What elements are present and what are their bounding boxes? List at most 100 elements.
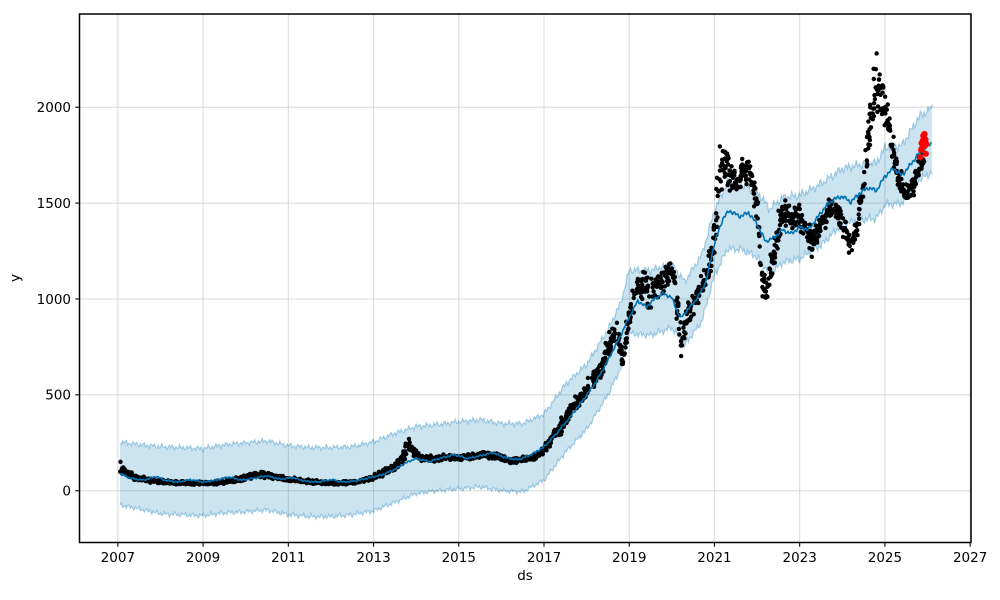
uncertainty-band-lower-edge <box>119 169 933 521</box>
observed-point <box>711 227 716 232</box>
observed-point <box>608 341 613 347</box>
observed-point <box>648 305 654 310</box>
observed-point <box>916 159 921 164</box>
observed-point <box>658 282 663 287</box>
observed-point <box>210 481 215 486</box>
observed-point <box>583 387 588 392</box>
axis-ticks: 2007 2009 2011 2013 2015 2017 2019 2021 2023 2025… <box>37 100 988 566</box>
observed-point <box>898 185 903 190</box>
observed-point <box>651 289 656 294</box>
y-tick-label: 1500 <box>37 196 71 212</box>
y-tick-label: 2000 <box>37 100 71 116</box>
x-tick-label: 2021 <box>697 550 731 566</box>
observed-point <box>696 300 701 306</box>
observed-point <box>746 159 751 164</box>
observed-point <box>846 250 852 255</box>
observed-point <box>607 329 612 335</box>
observed-point <box>331 480 337 485</box>
observed-point <box>902 190 907 195</box>
observed-point <box>903 182 909 187</box>
observed-point <box>738 184 743 190</box>
observed-point <box>752 180 757 185</box>
observed-point <box>400 452 406 458</box>
observed-point <box>844 228 849 233</box>
observed-point <box>666 278 672 284</box>
observed-point <box>847 232 852 238</box>
observed-point <box>778 209 784 214</box>
observed-point <box>641 285 646 291</box>
observed-point <box>755 201 760 207</box>
observed-point <box>688 314 694 319</box>
uncertainty-band <box>120 105 932 520</box>
y-axis-label: y <box>7 274 24 282</box>
observed-point <box>806 238 811 243</box>
forecast-line <box>119 142 932 484</box>
observed-point <box>857 221 862 227</box>
observed-point <box>875 91 880 97</box>
observed-point <box>856 212 861 217</box>
observed-point <box>628 305 633 310</box>
observed-point <box>715 193 720 199</box>
x-tick-label: 2013 <box>356 550 390 566</box>
observed-point <box>601 357 606 362</box>
observed-point <box>278 473 283 479</box>
observed-point <box>729 164 734 169</box>
observed-point <box>717 177 722 182</box>
observed-point <box>859 194 864 199</box>
y-tick-label: 500 <box>45 388 71 404</box>
observed-point <box>714 211 719 216</box>
observed-point <box>698 273 704 279</box>
observed-point <box>667 267 672 272</box>
observed-point <box>828 207 833 212</box>
observed-point <box>668 271 673 276</box>
observed-point <box>620 360 626 365</box>
highlight-point <box>922 136 929 143</box>
observed-point <box>634 290 639 295</box>
uncertainty-band-upper-edge <box>119 103 933 453</box>
observed-point <box>898 182 903 187</box>
observed-point <box>678 339 684 344</box>
observed-point <box>725 172 730 177</box>
observed-point <box>911 193 917 198</box>
observed-point <box>835 206 841 212</box>
observed-point <box>522 458 527 463</box>
observed-point <box>717 168 723 173</box>
observed-point <box>845 237 851 243</box>
observed-point <box>672 280 677 285</box>
observed-point <box>867 142 873 148</box>
observed-point <box>181 481 187 486</box>
observed-point <box>870 117 875 122</box>
observed-point <box>368 477 373 482</box>
observed-point <box>828 212 834 217</box>
observed-point <box>595 369 601 374</box>
observed-point <box>564 411 569 416</box>
observed-point <box>744 181 749 187</box>
observed-point <box>746 165 752 171</box>
observed-point <box>585 375 591 381</box>
observed-point <box>797 219 802 225</box>
observed-point <box>909 178 914 183</box>
observed-point <box>881 107 886 112</box>
observed-point <box>881 84 886 89</box>
observed-point <box>650 294 655 299</box>
observed-point <box>738 165 744 171</box>
observed-point <box>809 247 814 252</box>
observed-point <box>908 193 913 198</box>
observed-point <box>640 276 645 282</box>
observed-point <box>763 295 769 300</box>
observed-point <box>719 187 724 192</box>
observed-point <box>659 277 664 283</box>
observed-point <box>634 287 640 292</box>
observed-point <box>740 156 745 162</box>
observed-point <box>772 260 777 265</box>
observed-point <box>489 453 495 459</box>
observed-point <box>658 285 663 291</box>
observed-point <box>814 227 820 232</box>
observed-point <box>649 276 654 281</box>
observed-point <box>675 300 680 305</box>
x-tick-label: 2023 <box>783 550 817 566</box>
observed-point <box>610 336 615 341</box>
observed-point <box>885 102 890 107</box>
